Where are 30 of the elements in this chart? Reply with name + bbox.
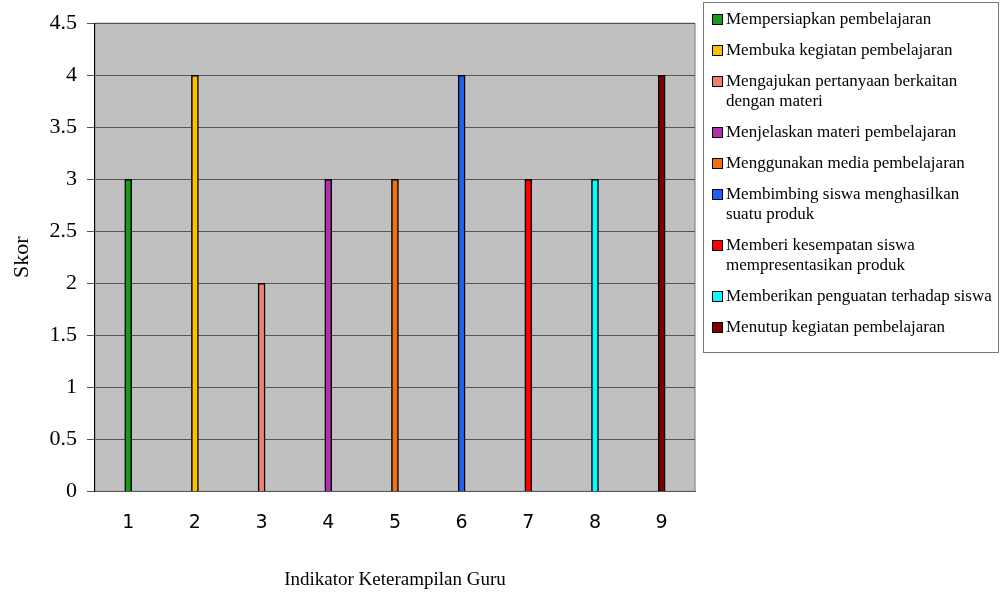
- y-tick-label: 3.5: [49, 113, 77, 139]
- x-tick-label: 6: [455, 509, 468, 532]
- x-tick-label: 1: [122, 509, 135, 532]
- legend-label: Mempersiapkan pembelajaran: [726, 9, 932, 29]
- legend-label: Menutup kegiatan pembelajaran: [726, 317, 946, 337]
- y-tick-label: 0.5: [49, 425, 77, 451]
- y-tick-label: 2: [65, 269, 77, 295]
- legend-label: Membuka kegiatan pembelajaran: [726, 40, 953, 60]
- x-axis-title: Indikator Keterampilan Guru: [284, 567, 507, 589]
- y-tick-label: 4: [65, 61, 77, 86]
- x-tick-label: 4: [322, 509, 335, 532]
- x-tick-label: 2: [188, 509, 201, 532]
- y-axis-title: Skor: [7, 235, 33, 279]
- y-tick-label: 0: [65, 477, 77, 503]
- legend-label: Membimbing siswa menghasilkan suatu produk: [726, 184, 961, 224]
- x-tick-label: 3: [255, 509, 268, 532]
- y-tick-label: 4.5: [49, 8, 77, 34]
- legend-label: Menggunakan media pembelajaran: [726, 153, 965, 173]
- x-tick-label: 7: [522, 509, 535, 532]
- y-tick-label: 2.5: [49, 217, 77, 243]
- legend-label: Mengajukan pertanyaan berkaitan dengan materi: [726, 71, 959, 111]
- legend-label: Memberikan penguatan terhadap siswa: [726, 286, 992, 306]
- x-tick-label: 8: [588, 509, 602, 532]
- x-tick-label: 5: [388, 509, 401, 532]
- legend-label: Memberi kesempatan siswa mempresentasikan produk: [726, 235, 916, 275]
- y-tick-label: 1: [65, 373, 77, 399]
- x-tick-label: 9: [655, 509, 668, 532]
- legend-label: Menjelaskan materi pembelajaran: [726, 122, 957, 142]
- y-tick-label: 3: [65, 165, 77, 191]
- y-tick-label: 1.5: [49, 321, 77, 347]
